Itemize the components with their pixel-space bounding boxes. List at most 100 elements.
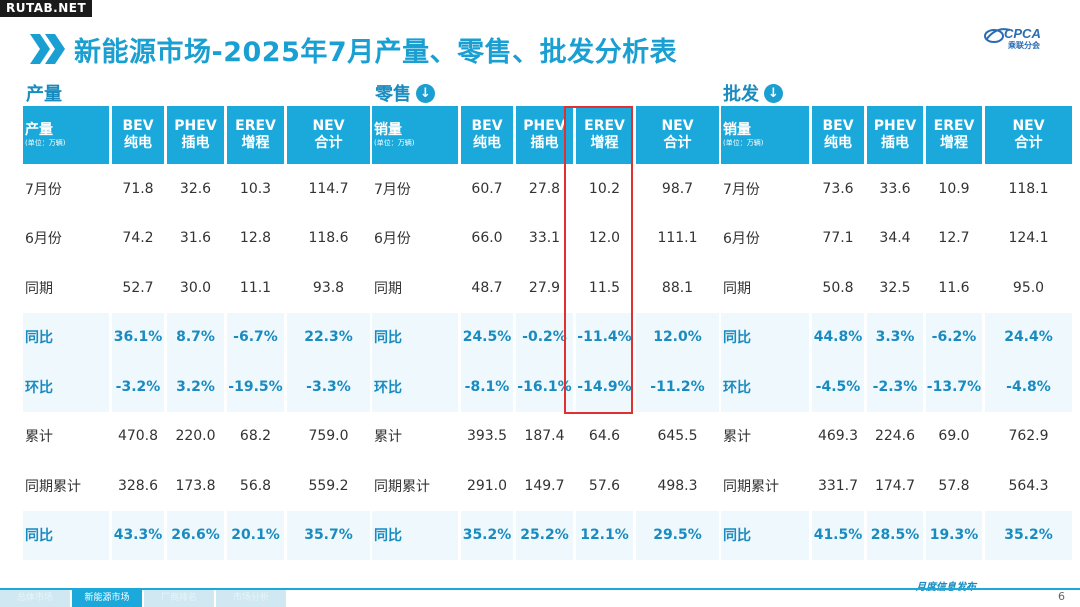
row-label: 累计 [25, 429, 53, 446]
header-cell: PHEV 插电 [516, 106, 573, 164]
header-cell: BEV 纯电 [461, 106, 513, 164]
row-label: 同比 [721, 510, 809, 560]
header-sublabel: 增程 [590, 135, 619, 151]
table-row: 7月份 60.7 27.8 10.2 98.7 [372, 164, 719, 214]
table-cell: 22.3% [287, 312, 370, 362]
header-cell: PHEV 插电 [867, 106, 923, 164]
site-watermark-tag: RUTAB.NET [0, 0, 93, 17]
arrow-down-circle-icon[interactable]: ↓ [416, 83, 435, 103]
header-sublabel: 插电 [881, 135, 909, 151]
row-label: 累计 [374, 429, 402, 446]
footer-tab-active[interactable]: 新能源市场 [72, 590, 142, 607]
table-cell: 118.6 [308, 230, 349, 247]
retail-table: 销量 (单位：万辆) BEV 纯电 PHEV 插电 EREV 增程 NEV 合计 7月份 60.7 27… [369, 106, 722, 560]
table-cell: 645.5 [657, 428, 698, 445]
table-cell: 56.8 [239, 477, 272, 494]
row-label: 6月份 [723, 231, 760, 248]
table-cell: 8.7% [167, 312, 224, 362]
table-cell: 29.5% [636, 510, 719, 560]
footer-tab[interactable]: 总体市场 [0, 590, 70, 607]
table-cell: 11.1 [239, 279, 272, 296]
table-row: 同期累计 331.7 174.7 57.8 564.3 [721, 461, 1072, 511]
footer-tab[interactable]: 厂商排名 [144, 590, 214, 607]
table-cell: 57.8 [938, 477, 970, 494]
table-cell: 220.0 [175, 428, 216, 445]
section-title-retail: 零售 ↓ [375, 80, 435, 106]
table-cell: 27.9 [528, 279, 561, 296]
table-cell: 24.4% [985, 312, 1072, 362]
table-cell: -6.2% [926, 312, 982, 362]
header-cell-metric: 销量 (单位：万辆) [372, 106, 458, 164]
table-cell: 3.2% [167, 362, 224, 412]
table-cell: 10.2 [588, 180, 621, 197]
header-sublabel: 纯电 [473, 135, 501, 151]
production-table: 产量 (单位：万辆) BEV 纯电 PHEV 插电 EREV 增程 NEV 合计 7月份 71.8 32… [20, 106, 373, 560]
table-cell: 27.8 [528, 180, 561, 197]
table-cell: 31.6 [179, 230, 212, 247]
table-cell: -2.3% [867, 362, 923, 412]
table-cell: 393.5 [466, 428, 508, 445]
header-cell: NEV 合计 [636, 106, 719, 164]
table-cell: 88.1 [661, 279, 694, 296]
table-row: 同期累计 291.0 149.7 57.6 498.3 [372, 461, 719, 511]
header-unit: (单位：万辆) [723, 139, 764, 147]
table-cell: 35.2% [985, 510, 1072, 560]
table-cell: 759.0 [308, 428, 349, 445]
table-cell: -3.2% [112, 362, 164, 412]
header-label: PHEV [174, 118, 217, 134]
header-cell: EREV 增程 [576, 106, 633, 164]
table-cell: -14.9% [576, 362, 633, 412]
footer-tab[interactable]: 市场分析 [216, 590, 286, 607]
header-label: BEV [122, 118, 154, 134]
table-cell: 174.7 [874, 477, 916, 494]
section-title-production: 产量 [26, 80, 62, 106]
header-sublabel: 合计 [663, 135, 692, 151]
row-label: 同比 [721, 312, 809, 362]
table-row: 6月份 77.1 34.4 12.7 124.1 [721, 214, 1072, 264]
table-cell: 35.2% [461, 510, 513, 560]
logo-subtitle: 乘联分会 [1008, 41, 1040, 50]
table-cell: -19.5% [227, 362, 284, 412]
table-cell: 187.4 [524, 428, 565, 445]
header-cell: NEV 合计 [985, 106, 1072, 164]
header-label: 销量 [374, 122, 402, 138]
table-cell: 24.5% [461, 312, 513, 362]
table-cell: 114.7 [308, 180, 349, 197]
footer-tabs: 总体市场 新能源市场 厂商排名 市场分析 [0, 590, 288, 607]
table-cell: 12.0 [588, 230, 621, 247]
header-sublabel: 插电 [530, 135, 559, 151]
row-label: 同比 [23, 312, 109, 362]
table-cell: -6.7% [227, 312, 284, 362]
header-label: BEV [471, 118, 503, 134]
section-title-label: 零售 [375, 84, 411, 105]
table-row: 6月份 74.2 31.6 12.8 118.6 [23, 214, 370, 264]
table-cell: 762.9 [1008, 428, 1049, 445]
table-cell: 469.3 [817, 428, 859, 445]
arrow-down-circle-icon[interactable]: ↓ [764, 83, 783, 103]
header-label: BEV [822, 118, 854, 134]
table-cell: 64.6 [588, 428, 621, 445]
table-cell: 74.2 [122, 230, 154, 247]
table-cell: -4.5% [812, 362, 864, 412]
row-label: 7月份 [25, 181, 62, 198]
table-cell: -11.4% [576, 312, 633, 362]
header-cell-metric: 销量 (单位：万辆) [721, 106, 809, 164]
header-cell: EREV 增程 [227, 106, 284, 164]
header-cell: EREV 增程 [926, 106, 982, 164]
table-cell: 36.1% [112, 312, 164, 362]
page-title: 新能源市场-2025年7月产量、零售、批发分析表 [74, 36, 678, 68]
table-row: 环比 -8.1% -16.1% -14.9% -11.2% [372, 362, 719, 412]
table-cell: 43.3% [112, 510, 164, 560]
table-cell: 559.2 [308, 477, 349, 494]
table-row: 同比 24.5% -0.2% -11.4% 12.0% [372, 312, 719, 362]
header-label: EREV [933, 118, 975, 134]
table-cell: 73.6 [822, 180, 854, 197]
table-row: 7月份 71.8 32.6 10.3 114.7 [23, 164, 370, 214]
row-label: 同期 [723, 280, 751, 297]
row-label: 7月份 [723, 181, 760, 198]
footer-note: 月度信息发布 [916, 578, 976, 593]
table-cell: 11.5 [588, 279, 621, 296]
header-sublabel: 纯电 [124, 135, 152, 151]
double-chevron-icon [30, 34, 65, 64]
row-label: 7月份 [374, 181, 411, 198]
